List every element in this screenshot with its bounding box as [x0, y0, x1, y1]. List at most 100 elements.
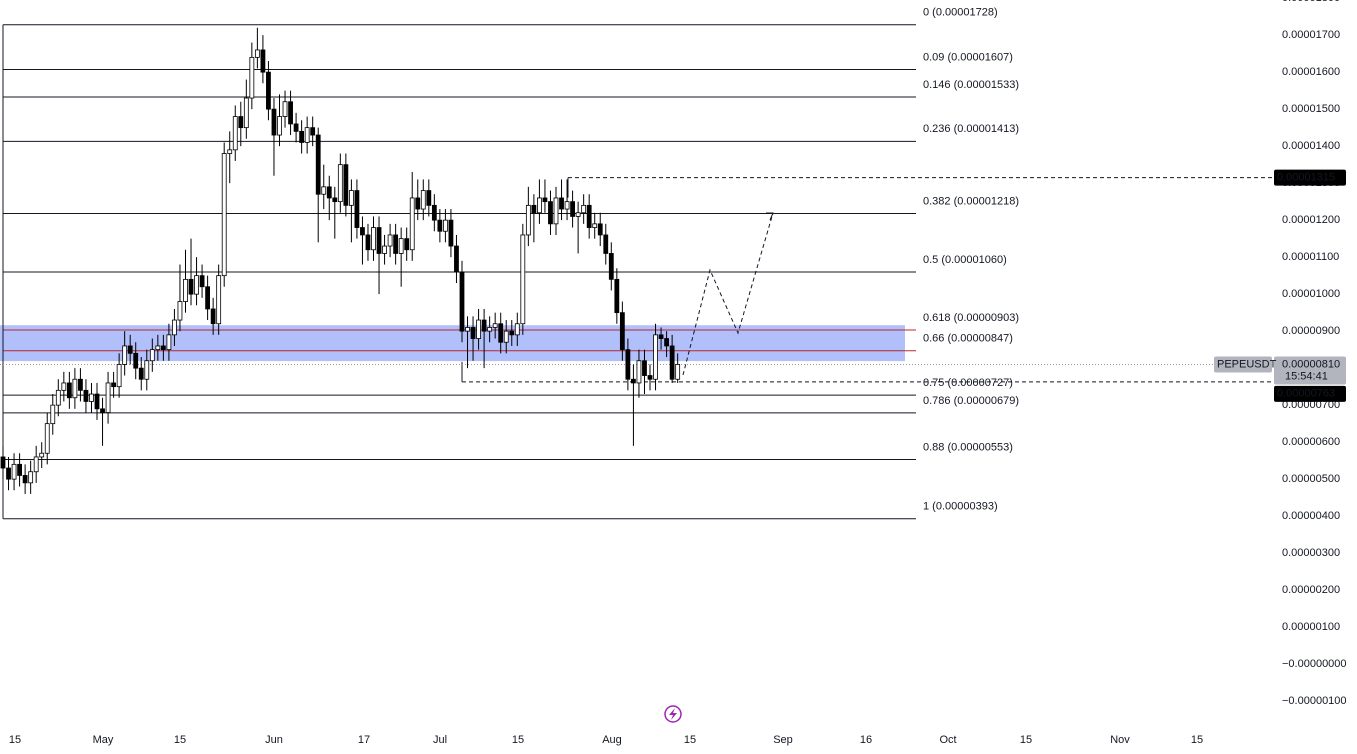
candle-body [44, 423, 50, 454]
candle-body [138, 367, 144, 380]
candle-body [194, 275, 199, 295]
candle-body [420, 190, 426, 210]
candle-body [459, 271, 465, 332]
candle-body [559, 197, 564, 210]
candle-body [382, 245, 387, 254]
candle-body [404, 238, 410, 251]
last-price-tag-bg [1274, 356, 1346, 385]
candle-body [55, 389, 61, 406]
candle-body [216, 275, 222, 325]
candle-body [365, 234, 371, 251]
candle-body [465, 327, 470, 332]
y-tick-label: −0.00000000 [1282, 658, 1347, 670]
event-icon[interactable] [664, 705, 682, 723]
candle-body [548, 201, 553, 225]
candle-body [586, 204, 592, 228]
y-tick-label: 0.00000300 [1282, 547, 1340, 559]
candle-body [631, 378, 636, 384]
candle-body [122, 345, 128, 365]
x-tick-label: 17 [358, 734, 370, 746]
candle-body [249, 56, 255, 99]
x-tick-label: Jul [433, 734, 447, 746]
projection-arrow [766, 212, 774, 221]
y-tick-label: 0.00000700 [1282, 399, 1340, 411]
candle-body [625, 349, 631, 380]
candle-body [72, 378, 78, 399]
candle-body [0, 456, 6, 469]
fib-label: 0.5 (0.00001060) [923, 254, 1007, 266]
candle-body [669, 345, 675, 380]
candle-body [321, 186, 327, 195]
candle-body [149, 349, 155, 362]
candle-body [581, 204, 587, 214]
candle-body [498, 323, 504, 343]
y-tick-label: 0.00001100 [1282, 251, 1339, 263]
x-tick-label: Aug [602, 734, 622, 746]
candle-body [39, 452, 45, 458]
candle-body [271, 108, 277, 136]
fib-label: 0.66 (0.00000847) [923, 333, 1013, 345]
candle-body [61, 382, 67, 391]
resistance-tag-bg [1274, 169, 1346, 186]
candle-body [481, 319, 487, 332]
candle-body [354, 190, 360, 228]
candle-body [17, 463, 22, 476]
x-tick-label: Jun [265, 734, 283, 746]
candle-body [266, 71, 271, 110]
candle-body [376, 227, 382, 254]
candle-body [326, 186, 332, 199]
projection-path [682, 212, 774, 376]
candle-body [183, 278, 188, 302]
candle-body [11, 463, 17, 480]
fib-label: 0.146 (0.00001533) [923, 79, 1019, 91]
y-tick-label: 0.00001700 [1282, 29, 1340, 41]
candle-body [166, 334, 172, 351]
candle-body [22, 475, 28, 484]
candle-body [636, 360, 642, 384]
candle-body [653, 334, 658, 380]
symbol-tag: PEPEUSDT [1217, 358, 1277, 370]
plot-area: 0 (0.00001728) 0.09 (0.00001607) 0.146 (0.… [0, 7, 1272, 520]
candle-body [360, 227, 365, 236]
x-tick-label: 15 [1191, 734, 1203, 746]
candle-body [315, 134, 321, 195]
candle-body [542, 197, 548, 203]
fib-label: 0.618 (0.00000903) [923, 312, 1019, 324]
candle-body [332, 197, 338, 203]
candle-body [426, 190, 432, 206]
candle-body [288, 101, 293, 125]
x-tick-label: 16 [860, 734, 872, 746]
fib-label: 0 (0.00001728) [923, 7, 998, 19]
candle-body [487, 327, 493, 332]
symbol-tag-bg [1214, 356, 1272, 373]
candle-body [575, 212, 581, 217]
candle-body [348, 190, 354, 206]
support-tag: 0.00000763 [1277, 388, 1335, 400]
candle-body [492, 323, 498, 328]
candle-body [116, 364, 122, 388]
candle-body [531, 204, 537, 214]
y-tick-label: 0.00001800 [1282, 0, 1340, 4]
candle-body [232, 116, 238, 151]
candle-body [94, 393, 100, 410]
candle-body [33, 456, 39, 473]
candle-body [221, 153, 227, 277]
candle-body [608, 253, 614, 280]
fib-label: 0.88 (0.00000553) [923, 441, 1013, 453]
candle-body [199, 275, 205, 288]
candle-body [78, 378, 83, 391]
candle-body [243, 97, 249, 129]
candle-body [111, 382, 116, 388]
y-tick-label: 0.00001200 [1282, 214, 1340, 226]
fib-label: 1 (0.00000393) [923, 501, 998, 513]
y-tick-label: 0.00000500 [1282, 473, 1340, 485]
candle-body [133, 352, 139, 369]
candle-body [282, 101, 288, 117]
candle-body [6, 467, 11, 480]
candle-body [398, 238, 404, 254]
candle-body [177, 301, 183, 321]
candle-body [155, 345, 161, 351]
candle-body [393, 234, 399, 254]
resistance-tag: 0.00001315 [1277, 172, 1335, 184]
